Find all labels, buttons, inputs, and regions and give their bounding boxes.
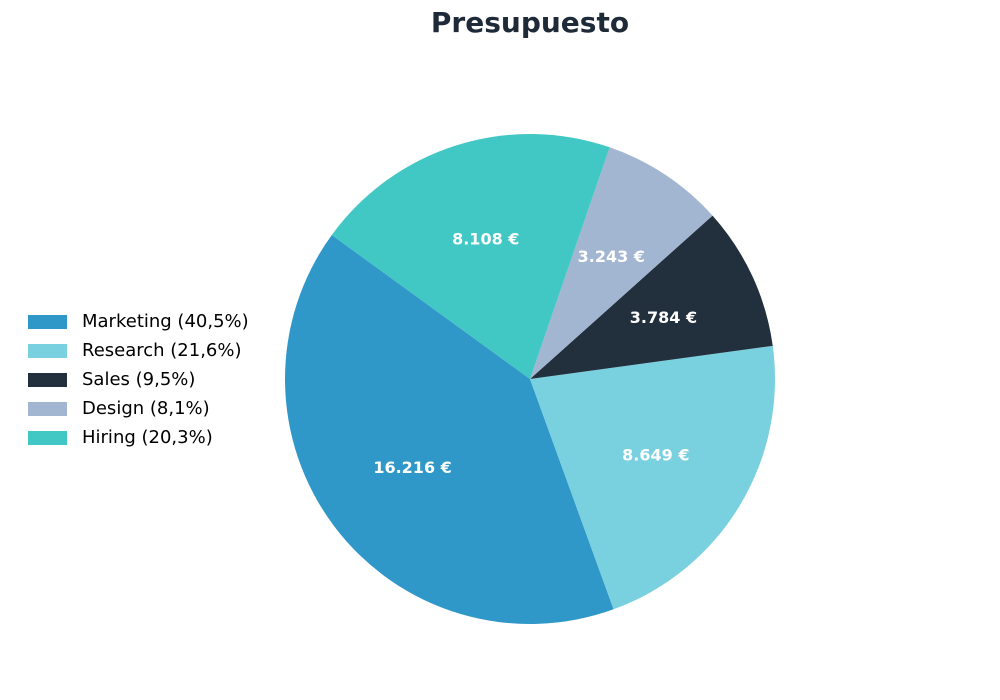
legend-swatch — [28, 430, 67, 445]
legend-label: Marketing (40,5%) — [82, 311, 249, 333]
legend-label: Hiring (20,3%) — [82, 426, 213, 448]
slice-value-label-sales: 3.784 € — [630, 308, 697, 327]
chart-title: Presupuesto — [430, 6, 630, 39]
legend-item-research: Research (21,6%) — [28, 337, 249, 366]
legend-swatch — [28, 401, 67, 416]
pie-slice-research — [530, 345, 775, 610]
legend-label: Sales (9,5%) — [82, 368, 196, 390]
pie-slice-hiring — [331, 133, 610, 379]
legend-label: Design (8,1%) — [82, 397, 210, 419]
slice-value-label-design: 3.243 € — [578, 247, 645, 266]
slice-value-label-hiring: 8.108 € — [452, 229, 519, 248]
pie-slice-design — [530, 147, 713, 379]
legend-item-sales: Sales (9,5%) — [28, 366, 249, 395]
legend-item-hiring: Hiring (20,3%) — [28, 423, 249, 452]
legend-item-design: Design (8,1%) — [28, 394, 249, 423]
pie-slices — [285, 133, 775, 624]
pie-slice-labels: 16.216 € 8.649 € 3.784 € 3.243 € 8.108 € — [373, 229, 697, 477]
pie-slice-marketing — [285, 234, 614, 624]
legend-swatch — [28, 344, 67, 359]
slice-value-label-marketing: 16.216 € — [373, 458, 451, 477]
pie-slice-sales — [530, 215, 773, 379]
legend-swatch — [28, 372, 67, 387]
legend-item-marketing: Marketing (40,5%) — [28, 308, 249, 337]
slice-value-label-research: 8.649 € — [622, 446, 689, 465]
legend-swatch — [28, 315, 67, 330]
legend: Marketing (40,5%) Research (21,6%) Sales (… — [28, 308, 249, 452]
legend-label: Research (21,6%) — [82, 340, 242, 362]
